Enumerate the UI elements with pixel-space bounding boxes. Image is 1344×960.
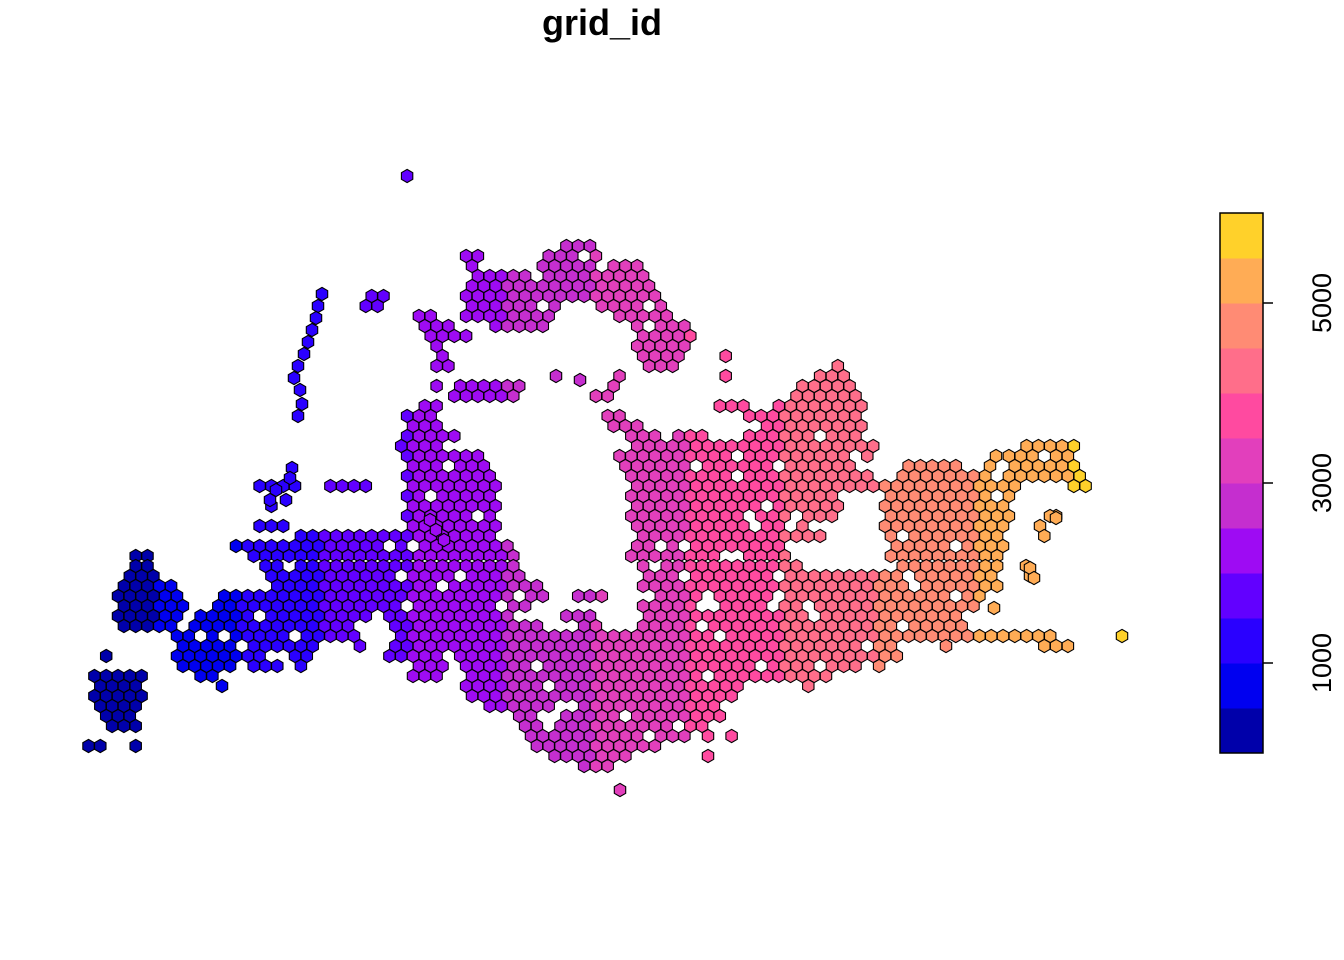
legend-tick-label: 5000 (1307, 273, 1337, 333)
hex-cell (725, 688, 738, 704)
hex-cell (305, 322, 319, 338)
legend-bin (1220, 213, 1263, 259)
hex-cell (1115, 628, 1129, 644)
hex-cell (725, 728, 738, 744)
legend-bin (1220, 348, 1263, 394)
hex-cell (990, 578, 1004, 594)
hex-cell (595, 588, 609, 604)
hex-cell (1027, 570, 1041, 586)
hex-cell (678, 728, 691, 744)
hex-cell (215, 678, 229, 694)
hex-cell (293, 382, 307, 398)
hex-cell (430, 378, 443, 394)
hex-cell (601, 388, 614, 404)
hex-cell (573, 372, 587, 388)
hex-cell (507, 388, 520, 404)
hex-cell (967, 598, 980, 614)
hex-cell (813, 528, 827, 544)
hex-cell (129, 738, 142, 754)
hex-cell (983, 458, 997, 474)
hex-cell (825, 508, 839, 524)
hex-cell (283, 470, 297, 486)
legend-bin (1220, 258, 1263, 304)
hex-cell (294, 658, 308, 674)
legend-tick-label: 3000 (1307, 453, 1337, 513)
legend-bin (1220, 573, 1263, 619)
legend-bin (1220, 663, 1263, 709)
hex-cell (129, 718, 142, 734)
hex-cell (359, 608, 373, 624)
hex-cell (719, 368, 732, 384)
hex-cell (549, 368, 563, 384)
hex-cell (1061, 638, 1075, 654)
hex-cell (359, 478, 373, 494)
hex-cell (279, 492, 293, 508)
legend-color-bins (1220, 213, 1263, 754)
legend-ticks: 1000 3000 5000 (1263, 273, 1337, 693)
hex-cell (287, 370, 301, 386)
hex-cell (206, 668, 219, 684)
hex-cell (802, 678, 815, 694)
hex-cell (701, 728, 715, 744)
hex-cell (536, 318, 550, 334)
hex-cell (430, 668, 443, 684)
hex-cell (94, 738, 107, 754)
hex-cell (619, 748, 632, 764)
legend-bin (1220, 528, 1263, 574)
hex-cell (315, 286, 329, 302)
map-title: grid_id (541, 2, 662, 43)
hex-cell (223, 658, 237, 674)
hex-cell (271, 658, 284, 674)
hex-cell (371, 298, 384, 314)
legend-bin (1220, 618, 1263, 664)
hex-cell (819, 668, 833, 684)
hex-cells-layer (82, 168, 1129, 798)
hex-cell (890, 648, 904, 664)
hex-cell (429, 522, 443, 538)
hex-cell (291, 358, 305, 374)
hex-cell (648, 738, 662, 754)
hex-cell (666, 358, 679, 374)
hex-cell (309, 310, 323, 326)
hex-cell (542, 698, 555, 714)
hex-cell (1038, 528, 1051, 544)
hex-cell (861, 448, 874, 464)
hex-cell (291, 408, 305, 424)
hex-cell (297, 346, 311, 362)
hex-cell (437, 532, 451, 548)
hex-cell (987, 600, 1001, 616)
hex-cell (353, 638, 367, 654)
hex-cell (518, 598, 532, 614)
hex-cell (613, 782, 627, 798)
hex-cell (400, 168, 414, 184)
legend-bin (1220, 483, 1263, 529)
hex-cell (713, 708, 727, 724)
hex-cell (872, 658, 886, 674)
hex-cell (276, 518, 290, 534)
hex-cell (719, 348, 732, 364)
hex-cell (849, 658, 862, 674)
hex-cell (448, 428, 461, 444)
hex-cell (442, 358, 455, 374)
legend-bin (1220, 393, 1263, 439)
hex-cell (263, 492, 277, 508)
hex-cell (701, 748, 715, 764)
hex-cell (1079, 478, 1092, 494)
legend-tick-label: 1000 (1307, 633, 1337, 693)
legend-bin (1220, 708, 1263, 754)
legend-bin (1220, 438, 1263, 484)
hex-cell (459, 328, 473, 344)
hex-cell (99, 648, 113, 664)
legend-bin (1220, 303, 1263, 349)
hex-cell (939, 638, 953, 654)
hex-cell (1049, 510, 1063, 526)
hex-cell (301, 334, 315, 350)
hex-cell (601, 758, 614, 774)
hex-cell (295, 396, 309, 412)
hex-cell (536, 588, 550, 604)
